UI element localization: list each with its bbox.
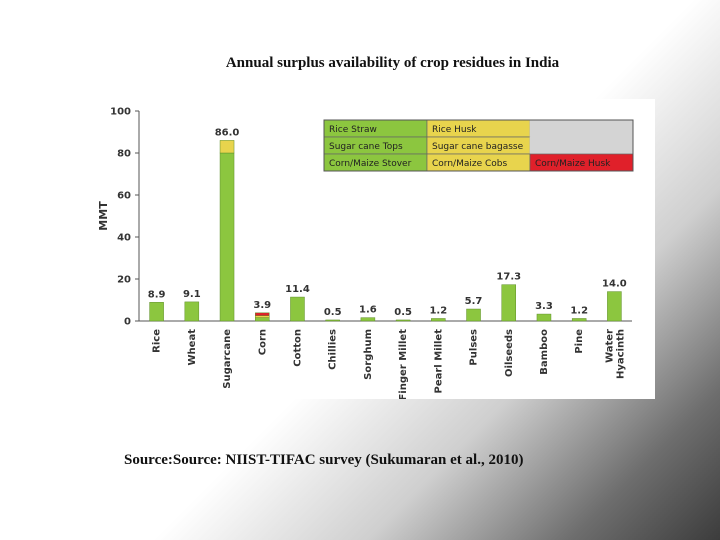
x-tick-label: Sorghum bbox=[363, 329, 374, 380]
data-label: 8.9 bbox=[148, 289, 166, 300]
bar-water-hyacinth bbox=[607, 291, 622, 322]
data-label: 1.6 bbox=[359, 305, 377, 316]
x-tick-label: Cotton bbox=[292, 329, 303, 367]
x-tick-label: Bamboo bbox=[539, 329, 550, 375]
y-axis-label: MMT bbox=[97, 201, 110, 231]
bar-segment-sugarcane bbox=[219, 140, 235, 154]
chart-panel: 0 20 40 60 80 100 MMT 8.9 Rice 9.1 Wheat 86.0 Sugarc… bbox=[94, 99, 655, 399]
bar-rice bbox=[149, 302, 164, 322]
legend-entry: Rice Husk bbox=[432, 125, 477, 135]
bar-segment-corn bbox=[255, 315, 270, 318]
legend-entry: Sugar cane Tops bbox=[329, 142, 403, 152]
bar-bamboo bbox=[536, 313, 552, 322]
data-label: 0.5 bbox=[394, 307, 412, 318]
bar-wheat bbox=[184, 301, 200, 322]
data-label: 11.4 bbox=[285, 284, 310, 295]
bar-sorghum bbox=[360, 317, 376, 322]
legend-entry: Sugar cane bagasse bbox=[432, 142, 524, 152]
x-tick-label: Sugarcane bbox=[222, 329, 233, 389]
x-tick-label: Wheat bbox=[187, 329, 198, 366]
bar-chillies bbox=[325, 319, 340, 322]
source-citation: Source:Source: NIIST-TIFAC survey (Sukum… bbox=[124, 452, 524, 468]
bar-chart: 0 20 40 60 80 100 MMT 8.9 Rice 9.1 Wheat 86.0 Sugarc… bbox=[97, 107, 634, 399]
x-tick-label: Pearl Millet bbox=[433, 329, 444, 394]
y-tick-label: 60 bbox=[117, 191, 131, 202]
x-tick-label: Oilseeds bbox=[504, 329, 515, 377]
x-tick-label: WaterHyacinth bbox=[604, 329, 626, 379]
bar-oilseeds bbox=[501, 284, 516, 322]
data-label: 1.2 bbox=[429, 305, 447, 316]
y-tick-label: 100 bbox=[110, 107, 131, 118]
legend-entry: Rice Straw bbox=[329, 125, 377, 135]
legend-entry: Corn/Maize Stover bbox=[329, 159, 412, 169]
bar-cotton bbox=[290, 296, 305, 322]
bar-pine bbox=[571, 318, 587, 322]
y-tick-label: 40 bbox=[117, 233, 131, 244]
bar-finger-millet bbox=[395, 319, 411, 322]
y-tick-label: 20 bbox=[117, 275, 131, 286]
legend-entry: Corn/Maize Cobs bbox=[432, 159, 507, 169]
x-tick-label: Rice bbox=[152, 329, 163, 353]
data-label: 3.9 bbox=[253, 300, 271, 311]
bar-pulses bbox=[466, 308, 481, 322]
legend-entry: Corn/Maize Husk bbox=[535, 159, 611, 169]
y-tick-label: 80 bbox=[117, 149, 131, 160]
legend-cell bbox=[529, 136, 634, 155]
bar-segment-sugarcane bbox=[219, 152, 235, 322]
data-label: 14.0 bbox=[602, 279, 627, 290]
data-label: 9.1 bbox=[183, 289, 201, 300]
x-tick-label: Corn bbox=[257, 329, 268, 355]
legend-cell bbox=[529, 119, 634, 138]
bar-segment-corn bbox=[255, 317, 270, 322]
bar-pearl-millet bbox=[431, 318, 446, 322]
slide-title: Annual surplus availability of crop resi… bbox=[225, 55, 560, 71]
data-label: 0.5 bbox=[324, 307, 342, 318]
y-tick-label: 0 bbox=[124, 317, 131, 328]
x-tick-label: Chillies bbox=[328, 329, 339, 370]
data-label: 1.2 bbox=[570, 305, 588, 316]
legend-border bbox=[323, 119, 634, 172]
x-tick-label: Pulses bbox=[469, 329, 480, 366]
x-tick-label: Pine bbox=[574, 329, 585, 354]
data-label: 17.3 bbox=[496, 272, 521, 283]
bar-segment-corn bbox=[255, 312, 270, 316]
x-tick-label: Finger Millet bbox=[398, 329, 409, 399]
data-label: 5.7 bbox=[465, 296, 483, 307]
data-label: 3.3 bbox=[535, 301, 553, 312]
data-label: 86.0 bbox=[215, 127, 240, 138]
